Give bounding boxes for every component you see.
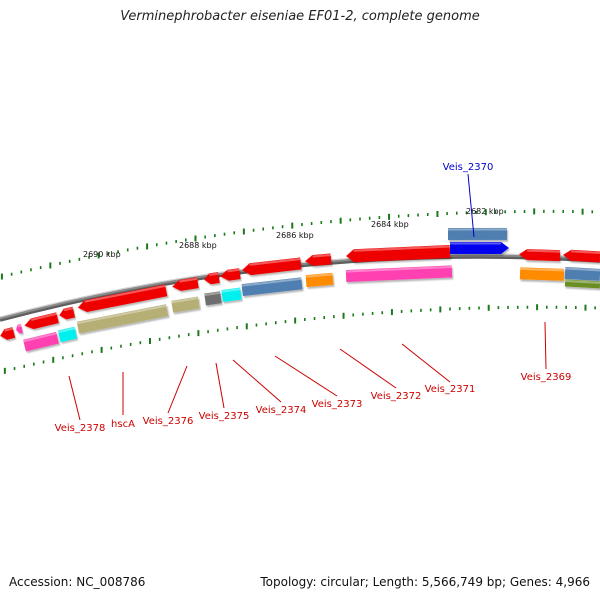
gene-veis-2369-shine [527, 249, 561, 253]
leader-line [467, 173, 475, 238]
gene-label: Veis_2369 [521, 372, 572, 383]
cog-veis-2370 [447, 227, 508, 240]
topology-text: Topology: circular; Length: 5,566,749 bp… [260, 575, 590, 589]
cog-veis-2368b [564, 279, 600, 289]
label-leader-lines [68, 173, 547, 421]
cog-hsca [76, 304, 169, 334]
cog-veis-2370-body [447, 227, 508, 240]
leader-line [339, 348, 397, 389]
gene-veis-2379 [0, 327, 16, 340]
scale-ticks [0, 208, 596, 374]
gene-veis-2378-body [24, 312, 59, 330]
gene-label: Veis_2370 [443, 162, 494, 173]
cog-veis-2378 [23, 331, 59, 352]
gene-label: Veis_2371 [425, 384, 476, 395]
cog-veis-2368b-shine [565, 279, 600, 284]
gene-veis-2368 [563, 249, 600, 263]
leader-line [232, 359, 282, 403]
leader-line [68, 375, 81, 421]
scale-label: 2686 kbp [276, 231, 314, 240]
cog-veis-2368-shine [565, 267, 600, 272]
cog-veis-2376 [171, 296, 200, 313]
cog-veis-2373 [305, 272, 334, 288]
gene-labels: Veis_2378 hscA Veis_2376 Veis_2375 Veis_2374… [55, 162, 572, 434]
cog-veis-2378b [57, 326, 78, 343]
gene-veis-2375b [220, 268, 241, 281]
gene-veis-2374 [242, 257, 302, 276]
leader-line [167, 365, 188, 414]
gene-veis-2375-shine [209, 272, 219, 276]
gene-veis-2370 [449, 241, 509, 254]
gene-veis-2373-body [305, 253, 332, 266]
cog-veis-2374-shine [241, 277, 302, 287]
gene-veis-2369 [519, 249, 561, 262]
gene-veis-2378b-body [59, 306, 76, 320]
gene-veis-2375b-body [220, 268, 241, 281]
cog-veis-2374-body [241, 277, 303, 297]
cog-veis-2372 [345, 265, 453, 283]
gene-veis-2378-shine [31, 312, 57, 321]
gene-veis-2376-shine [179, 277, 198, 283]
scale-label: 2688 kbp [179, 241, 217, 250]
cog-veis-2375b [221, 287, 242, 303]
cog-veis-2368 [564, 266, 600, 281]
leader-line [215, 362, 225, 409]
gene-small-pink [16, 323, 24, 334]
gene-veis-2378b-shine [63, 307, 74, 312]
scale-labels: 2690 kbp 2688 kbp 2686 kbp 2684 kbp 2682 kbp [83, 207, 504, 259]
accession-text: Accession: NC_008786 [9, 575, 146, 589]
gene-veis-2368-shine [571, 250, 600, 254]
cog-veis-2378b-shine [57, 327, 76, 333]
gene-veis-2374-shine [249, 257, 301, 266]
scale-label: 2682 kbp [466, 207, 504, 216]
cog-hsca-shine [76, 304, 167, 325]
cog-veis-2375-shine [204, 291, 221, 297]
gene-hsca [77, 284, 168, 312]
cog-veis-2375b-shine [221, 288, 241, 293]
gene-veis-2376 [172, 277, 199, 291]
gene-hsca-body [77, 284, 168, 312]
leader-line [544, 321, 547, 370]
cog-veis-2369 [519, 267, 565, 281]
gene-veis-2375 [204, 272, 220, 285]
gene-label: hscA [111, 419, 135, 430]
gene-veis-2372 [346, 244, 451, 263]
gene-veis-2378 [24, 312, 59, 330]
gene-veis-2376-body [172, 277, 199, 291]
gene-label: Veis_2378 [55, 423, 106, 434]
gene-veis-2375-body [204, 272, 220, 285]
gene-veis-2370-body [449, 241, 509, 254]
scale-label: 2690 kbp [83, 250, 121, 259]
cog-veis-2375 [204, 291, 222, 306]
gene-veis-2373-shine [312, 253, 331, 258]
gene-veis-2378b [59, 306, 76, 320]
cog-veis-2372-shine [345, 265, 452, 273]
gene-veis-2379-shine [4, 327, 14, 332]
scale-label: 2684 kbp [371, 220, 409, 229]
gene-label: Veis_2376 [143, 416, 194, 427]
cog-veis-2374 [241, 277, 303, 297]
gene-veis-2375b-shine [227, 268, 240, 273]
cog-veis-2378-shine [23, 332, 57, 343]
cog-hsca-body [76, 304, 169, 334]
gene-veis-2372-shine [353, 245, 450, 252]
cog-veis-2369-shine [520, 267, 565, 272]
gene-small-pink-shine [17, 324, 22, 328]
gene-label: Veis_2375 [199, 411, 250, 422]
gene-features [0, 227, 600, 352]
cog-veis-2376-shine [171, 297, 199, 304]
leader-line [401, 343, 451, 383]
map-title: Verminephrobacter eiseniae EF01-2, compl… [120, 9, 480, 24]
gene-veis-2379-body [0, 327, 16, 340]
gene-label: Veis_2373 [312, 399, 363, 410]
gene-label: Veis_2374 [256, 405, 307, 416]
cog-veis-2373-shine [305, 273, 333, 278]
gene-label: Veis_2372 [371, 391, 422, 402]
cog-veis-2378-body [23, 331, 59, 352]
gene-hsca-shine [84, 284, 166, 303]
gene-veis-2373 [305, 253, 332, 266]
leader-line [274, 355, 338, 397]
gene-veis-2374-body [242, 257, 302, 276]
